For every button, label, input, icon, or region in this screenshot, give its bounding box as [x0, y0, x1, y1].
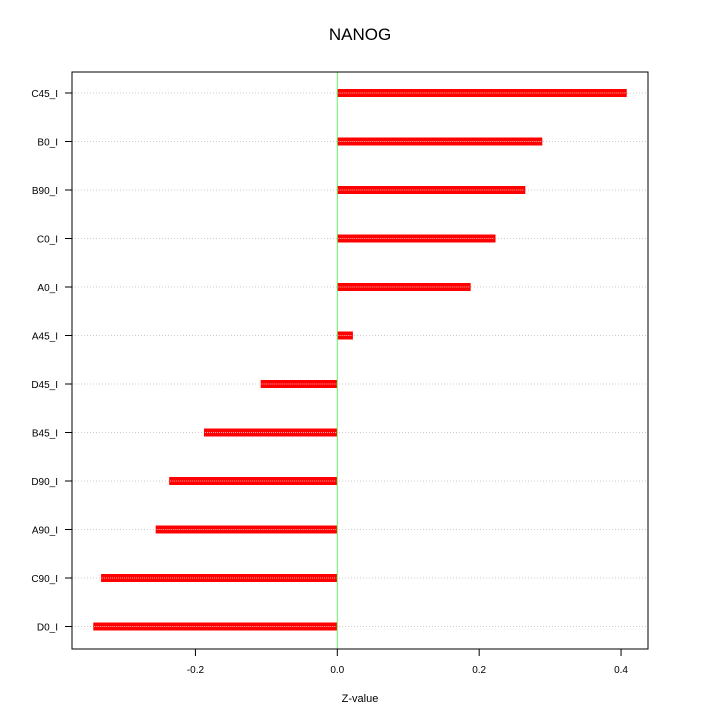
plot-frame: [71, 71, 649, 650]
y-label-C45_I: C45_I: [31, 89, 58, 100]
bar-B0_I: [337, 137, 543, 146]
x-axis: -0.2 0.0 0.2 0.4: [187, 649, 628, 676]
y-label-B90_I: B90_I: [32, 186, 58, 197]
y-label-B0_I: B0_I: [37, 138, 58, 149]
bar-A90_I: [155, 525, 338, 534]
bar-C90_I: [101, 574, 338, 582]
y-label-D90_I: D90_I: [31, 477, 58, 488]
y-label-A90_I: A90_I: [32, 526, 58, 537]
bar-D0_I: [93, 622, 338, 631]
x-tick-label-2: 0.2: [472, 665, 486, 676]
y-label-A45_I: A45_I: [32, 332, 58, 343]
y-label-C0_I: C0_I: [37, 235, 58, 246]
y-label-C90_I: C90_I: [31, 574, 58, 585]
y-label-D0_I: D0_I: [37, 623, 58, 634]
x-tick-label-3: 0.4: [614, 665, 628, 676]
y-label-A0_I: A0_I: [37, 283, 58, 294]
x-tick-label-0: -0.2: [187, 665, 205, 676]
x-axis-title: Z-value: [342, 693, 379, 705]
bar-A0_I: [337, 283, 471, 291]
y-axis-labels: C45_I B0_I B90_I C0_I A0_I A45_I D45_I B45_I D90…: [31, 89, 72, 634]
bar-D90_I: [169, 477, 338, 485]
chart-title: NANOG: [329, 25, 391, 44]
y-label-B45_I: B45_I: [32, 429, 58, 440]
y-label-D45_I: D45_I: [31, 380, 58, 391]
bars: [93, 89, 627, 631]
grid-lines: [72, 92, 648, 627]
bar-B45_I: [203, 428, 338, 437]
x-tick-label-1: 0.0: [330, 665, 344, 676]
bar-D45_I: [260, 380, 338, 388]
bar-C45_I: [337, 89, 627, 97]
